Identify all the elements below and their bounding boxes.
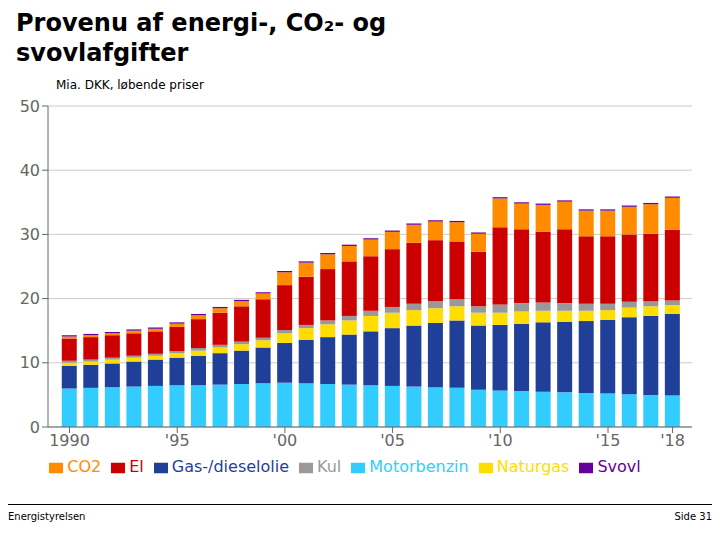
svg-text:'18: '18 [660,431,685,450]
svg-text:40: 40 [20,161,40,180]
svg-text:30: 30 [20,225,40,244]
html-text:CO2: CO2 [67,457,102,476]
html-text:Provenu af energi-, CO₂- og sv: Provenu af energi-, CO₂- og svovlafgifte… [16,9,387,67]
html-text:Kul: Kul [317,457,342,476]
svg-text:50: 50 [20,97,40,116]
svg-text:'00: '00 [273,431,298,450]
svg-text:10: 10 [20,353,40,372]
html-text:Mia. DKK, løbende priser: Mia. DKK, løbende priser [56,78,204,92]
svg-text:'15: '15 [596,431,621,450]
html-text:Energistyrelsen: Energistyrelsen [8,511,86,522]
html-text:Motorbenzin: Motorbenzin [369,457,469,476]
svg-text:'95: '95 [165,431,190,450]
html-text:Gas-/dieselolie: Gas-/dieselolie [171,457,289,476]
svg-text:'10: '10 [488,431,513,450]
html-text:Side 31: Side 31 [674,511,712,522]
html-text:Svovl: Svovl [597,457,641,476]
svg-text:0: 0 [30,418,40,437]
html-text:El: El [129,457,144,476]
svg-text:1990: 1990 [49,431,90,450]
svg-text:20: 20 [20,289,40,308]
svg-text:'05: '05 [380,431,405,450]
html-text:Naturgas: Naturgas [496,457,570,476]
